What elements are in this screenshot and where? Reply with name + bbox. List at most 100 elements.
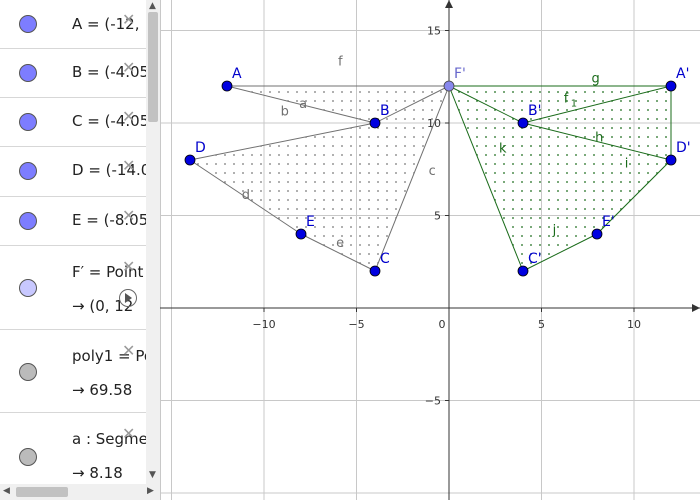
original-segment[interactable] (374, 85, 450, 124)
original-segment[interactable] (226, 85, 376, 124)
point-B[interactable] (369, 117, 381, 129)
visibility-toggle-icon[interactable] (19, 64, 37, 82)
image-segment-label: j (552, 223, 557, 238)
x-tick-label: 0 (439, 318, 446, 331)
point-E'[interactable] (591, 228, 603, 240)
image-segment-label: f (564, 92, 569, 107)
algebra-item-D[interactable]: D = (-14.0 ✕ (0, 146, 150, 197)
scroll-right-icon[interactable]: ▶ (147, 486, 154, 496)
x-tick-label: 10 (627, 318, 641, 331)
algebra-item-definition[interactable]: A = (-12, (72, 15, 140, 33)
visibility-toggle-icon[interactable] (19, 448, 37, 466)
y-tick-label: −5 (425, 395, 441, 408)
point-label: B (380, 103, 390, 119)
algebra-item-poly1[interactable]: poly1 = Po → 69.58 ✕ (0, 329, 153, 413)
original-segment[interactable] (189, 159, 302, 235)
segment-label: d (242, 188, 250, 203)
visibility-toggle-icon[interactable] (19, 162, 37, 180)
vertical-scrollbar[interactable]: ▲ ▼ (146, 0, 160, 484)
point-label: A' (676, 66, 689, 82)
segment-label: c (429, 164, 436, 179)
visibility-toggle-icon[interactable] (19, 363, 37, 381)
algebra-item-C[interactable]: C = (-4.05 ✕ (0, 97, 150, 147)
point-label: D' (676, 140, 691, 156)
segment-label: f (338, 55, 343, 70)
image-segment[interactable] (448, 85, 524, 272)
point-E[interactable] (295, 228, 307, 240)
original-segment[interactable] (300, 233, 376, 272)
image-segment[interactable] (448, 85, 524, 124)
scrollbar-thumb[interactable] (148, 12, 158, 122)
delete-icon[interactable]: ✕ (122, 206, 136, 225)
algebra-item-a[interactable]: a : Segmen → 8.18 ✕ (0, 412, 157, 500)
point-label: C (380, 251, 390, 267)
algebra-view: A = (-12, ✕ B = (-4.05 ✕ C = (-4.05 ✕ D = (-14… (0, 0, 161, 500)
algebra-item-definition[interactable]: poly1 = Po (72, 347, 154, 365)
image-segment-label: g (591, 71, 599, 86)
point-label: C' (528, 251, 542, 267)
image-segment[interactable] (596, 159, 672, 235)
y-tick-label: 15 (427, 25, 441, 38)
x-axis-arrow-icon (692, 304, 700, 312)
algebra-item-value: → 8.18 (72, 464, 123, 482)
algebra-item-definition[interactable]: C = (-4.05 (72, 112, 150, 130)
image-segment[interactable] (522, 233, 598, 272)
point-label: B' (528, 103, 541, 119)
horizontal-scrollbar[interactable]: ◀ ▶ (0, 484, 160, 500)
delete-icon[interactable]: ✕ (122, 107, 136, 126)
point-D[interactable] (184, 154, 196, 166)
delete-icon[interactable]: ✕ (122, 156, 136, 175)
delete-icon[interactable]: ✕ (122, 257, 136, 276)
y-axis-arrow-icon (445, 0, 453, 8)
algebra-item-definition[interactable]: D = (-14.0 (72, 161, 151, 179)
point-B'[interactable] (517, 117, 529, 129)
delete-icon[interactable]: ✕ (122, 424, 136, 443)
point-C[interactable] (369, 265, 381, 277)
original-segment[interactable] (374, 85, 450, 272)
image-segment-label: h (595, 131, 603, 146)
segment-label: a (299, 97, 307, 112)
algebra-item-B[interactable]: B = (-4.05 ✕ (0, 48, 150, 98)
algebra-item-value: → (0, 12 (72, 297, 134, 315)
point-C'[interactable] (517, 265, 529, 277)
point-label: E (306, 214, 315, 230)
graphics-view[interactable]: −10−5051015105−5 fabcdegf1hkijABCDEA'B'C… (160, 0, 700, 500)
y-tick-label: 5 (434, 210, 441, 223)
point-label: E' (602, 214, 615, 230)
scroll-left-icon[interactable]: ◀ (3, 486, 10, 496)
visibility-toggle-icon[interactable] (19, 212, 37, 230)
algebra-item-definition[interactable]: E = (-8.05 (72, 211, 149, 229)
point-label: D (195, 140, 206, 156)
point-A[interactable] (221, 80, 233, 92)
point-A'[interactable] (665, 80, 677, 92)
delete-icon[interactable]: ✕ (122, 341, 136, 360)
delete-icon[interactable]: ✕ (122, 10, 136, 29)
subscript-label: 1 (571, 99, 577, 110)
play-icon[interactable] (119, 289, 137, 307)
image-segment[interactable] (522, 85, 672, 124)
original-polygon-fill (190, 86, 449, 271)
point-D'[interactable] (665, 154, 677, 166)
delete-icon[interactable]: ✕ (122, 58, 136, 77)
visibility-toggle-icon[interactable] (19, 279, 37, 297)
visibility-toggle-icon[interactable] (19, 15, 37, 33)
algebra-item-F'[interactable]: F′ = Point → (0, 12 ✕ (0, 245, 146, 330)
point-center[interactable] (443, 80, 455, 92)
image-segment-label: k (499, 142, 507, 157)
algebra-item-value: → 69.58 (72, 381, 133, 399)
algebra-item-definition[interactable]: F′ = Point (72, 263, 144, 281)
scroll-up-icon[interactable]: ▲ (149, 1, 156, 11)
segment-label: b (281, 105, 289, 120)
algebra-item-definition[interactable]: a : Segmen (72, 430, 158, 448)
image-segment[interactable] (522, 122, 672, 161)
visibility-toggle-icon[interactable] (19, 113, 37, 131)
segment-label: e (336, 236, 344, 251)
algebra-item-definition[interactable]: B = (-4.05 (72, 63, 150, 81)
point-label: A (232, 66, 242, 82)
original-segment[interactable] (189, 122, 376, 161)
scroll-down-icon[interactable]: ▼ (149, 470, 156, 480)
image-segment-label: i (625, 156, 629, 171)
algebra-item-E[interactable]: E = (-8.05 ✕ (0, 196, 149, 246)
algebra-item-A[interactable]: A = (-12, ✕ (0, 0, 146, 49)
horizontal-scrollbar-thumb[interactable] (16, 487, 68, 497)
